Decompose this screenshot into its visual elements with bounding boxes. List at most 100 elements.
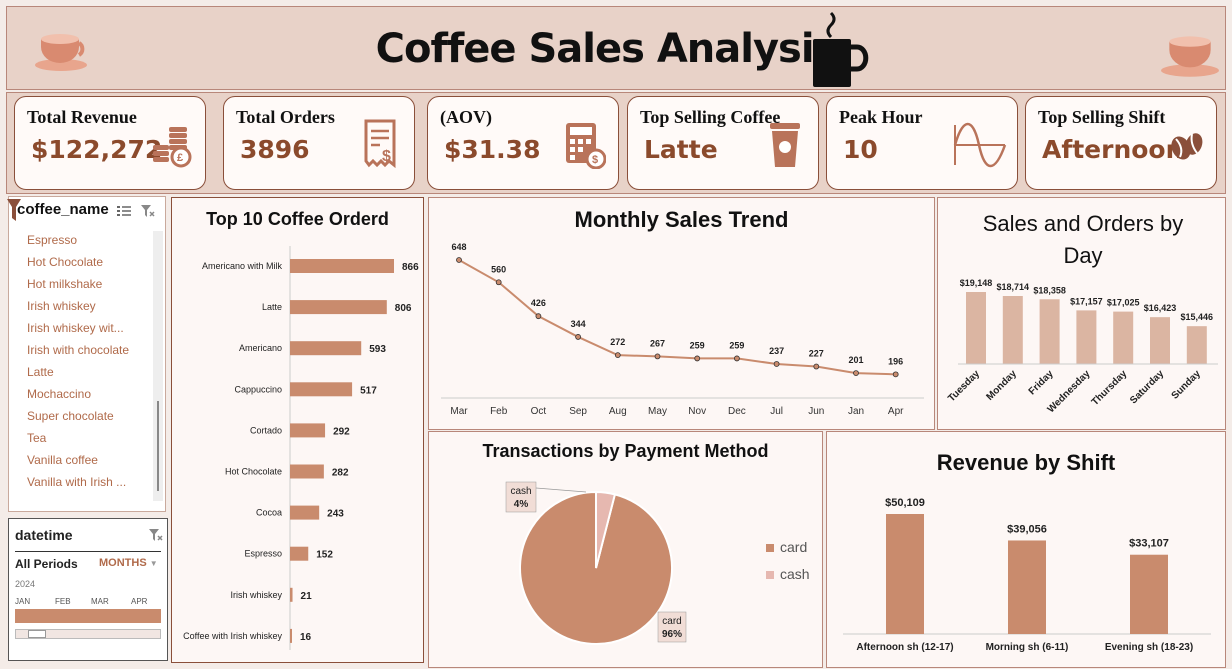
bar [1130, 554, 1168, 634]
monthly-line-chart: 648 Mar 560 Feb 426 Oct 344 Sep 272 Aug 267 May 259 N… [441, 242, 924, 417]
kpi-card-top-selling-coffee: Top Selling Coffee Latte [627, 96, 819, 190]
data-label: 259 [690, 340, 705, 350]
slicer-item[interactable]: Espresso [27, 233, 78, 247]
scroll-thumb[interactable] [157, 401, 159, 491]
slicer-item[interactable]: Irish with chocolate [27, 343, 130, 357]
revenue-by-shift-panel: Revenue by Shift $50,109 Afternoon sh (12… [826, 431, 1226, 668]
data-label: 344 [571, 319, 586, 329]
kpi-value: 10 [843, 135, 878, 164]
data-label: $19,148 [960, 278, 993, 288]
slicer-item[interactable]: Tea [27, 431, 47, 445]
tick-label: Jul [770, 406, 783, 417]
time-level-label: MONTHS [99, 557, 147, 569]
data-point [614, 352, 621, 359]
data-point [495, 279, 502, 286]
category-label: Americano [239, 343, 282, 353]
clear-filter-icon[interactable] [149, 529, 163, 541]
bar [1186, 326, 1207, 364]
tick-label: Sunday [1170, 368, 1204, 402]
multi-select-icon[interactable] [117, 205, 131, 217]
kpi-value: 3896 [240, 135, 310, 164]
data-label: 593 [369, 344, 386, 355]
legend-label: card [780, 539, 807, 555]
slicer-item[interactable]: Vanilla with Irish ... [27, 475, 127, 489]
pie-slice [595, 490, 617, 569]
time-level-dropdown[interactable]: MONTHS ▼ [99, 557, 158, 569]
data-label: $17,157 [1070, 296, 1103, 306]
month-label: MAR [91, 597, 109, 606]
slicer-item[interactable]: Latte [27, 365, 54, 379]
kpi-label: Top Selling Coffee [640, 107, 781, 127]
data-label: $50,109 [885, 497, 925, 509]
slicer-item[interactable]: Irish whiskey wit... [27, 321, 124, 335]
kpi-value: Afternoon [1042, 135, 1184, 164]
data-point [813, 363, 820, 370]
slicer-item[interactable]: Hot Chocolate [27, 255, 104, 269]
category-label: Cappuccino [234, 384, 282, 394]
label-box [505, 481, 537, 513]
category-label: Irish whiskey [230, 590, 282, 600]
clear-filter-icon[interactable] [141, 205, 155, 217]
data-label: $17,025 [1107, 298, 1140, 308]
kpi-card-total-orders: Total Orders 3896 $ [223, 96, 415, 190]
kpi-value: Latte [644, 135, 718, 164]
data-label: 196 [888, 356, 903, 366]
data-point [733, 355, 740, 362]
wave-icon [953, 123, 1007, 167]
slicer-item[interactable]: Super chocolate [27, 409, 114, 423]
svg-text:$: $ [592, 154, 598, 166]
data-label: 560 [491, 264, 506, 274]
kpi-card-peak-hour: Peak Hour 10 [826, 96, 1018, 190]
legend-label: cash [780, 566, 810, 582]
data-point [853, 370, 859, 376]
sales-by-day-panel: Sales and Orders by Day $19,148 Tuesday $1… [937, 197, 1226, 430]
bar [1076, 310, 1097, 364]
tick-label: Jun [808, 406, 824, 417]
monthly-trend-panel: Monthly Sales Trend 648 Mar 560 Feb 426 Oct 34… [428, 197, 935, 430]
data-label: 426 [531, 298, 546, 308]
chart-title: Sales and Orders by Day [982, 211, 1184, 268]
chart-title: Transactions by Payment Method [482, 441, 769, 461]
data-label: $33,107 [1129, 538, 1169, 550]
bar [1039, 299, 1060, 364]
slicer-item[interactable]: Irish whiskey [27, 299, 96, 313]
tick-label: Friday [1027, 368, 1056, 397]
data-point [575, 334, 582, 340]
bar [290, 300, 387, 315]
timeline-scrollbar[interactable] [15, 629, 161, 639]
bar [290, 587, 293, 602]
data-label-card: card 96% [657, 611, 687, 643]
series-line [458, 259, 896, 376]
tick-label: Mar [450, 406, 468, 417]
category-label: Cocoa [256, 508, 282, 518]
tick-label: May [648, 406, 667, 417]
tick-label: Aug [609, 406, 627, 417]
kpi-label: Total Orders [236, 107, 335, 127]
scroll-thumb[interactable] [28, 630, 46, 638]
chevron-down-icon: ▼ [149, 559, 158, 568]
slicer-item[interactable]: Hot milkshake [27, 277, 103, 291]
scrollbar[interactable] [153, 231, 163, 501]
data-label: 21 [301, 591, 313, 602]
data-label: 292 [333, 426, 350, 437]
tick-label: Saturday [1128, 368, 1166, 406]
month-label: FEB [55, 597, 71, 606]
divider [15, 551, 161, 552]
category-label: Cortado [250, 425, 282, 435]
timeline-bar[interactable] [15, 609, 161, 623]
slicer-item[interactable]: Vanilla coffee [27, 453, 98, 467]
coffee-cup-icon [1161, 36, 1219, 77]
slicer-item[interactable]: Mochaccino [27, 387, 92, 401]
kpi-card-total-revenue: Total Revenue $122,272 £ [14, 96, 206, 190]
data-label: 517 [360, 385, 377, 396]
kpi-card-top-selling-shift: Top Selling Shift Afternoon [1025, 96, 1217, 190]
bar [886, 514, 924, 634]
slicer-title: coffee_name [17, 201, 109, 218]
bar [290, 259, 394, 273]
svg-text:$: $ [382, 148, 391, 165]
data-point [654, 353, 661, 360]
month-label: JAN [15, 597, 31, 606]
date-timeline-slicer: datetime All Periods MONTHS ▼ 2024 JAN F… [8, 518, 168, 661]
tick-label: Afternoon sh (12-17) [856, 642, 953, 653]
coffee-cup-icon [35, 34, 87, 71]
